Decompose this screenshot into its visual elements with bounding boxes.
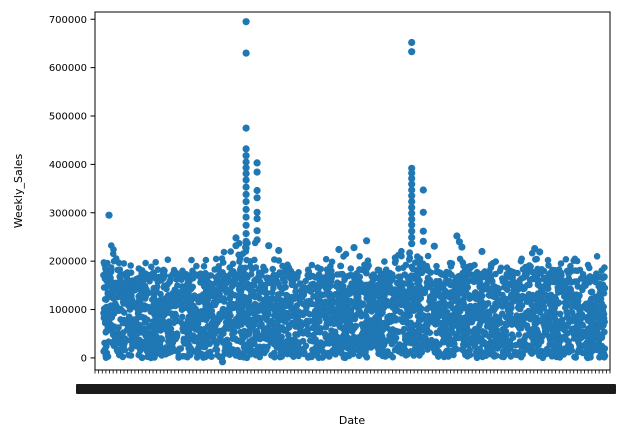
scatter-point [536,248,544,256]
scatter-point [105,211,113,219]
scatter-point [242,176,250,184]
scatter-point [408,174,416,182]
scatter-band-points [100,239,609,362]
scatter-point [363,237,371,245]
y-tick-label: 500000 [49,112,87,123]
y-tick-label: 200000 [49,257,87,268]
y-tick-label: 600000 [49,63,87,74]
scatter-point [242,158,250,166]
scatter-point [408,38,416,47]
scatter-point [242,145,250,153]
scatter-point [242,221,250,229]
scatter-point [242,49,250,57]
scatter-point [253,208,261,216]
scatter-point [242,205,250,213]
scatter-point [478,247,486,256]
scatter-point [430,242,438,250]
scatter-point [265,242,273,250]
scatter-point [242,237,250,245]
scatter-outlier-points [105,18,544,366]
y-axis-label: Weekly_Sales [12,153,25,228]
scatter-point [453,232,461,240]
x-axis-ticks [94,370,611,374]
scatter-point [419,208,427,216]
scatter-point [253,159,261,167]
scatter-point [419,237,427,245]
scatter-point [408,180,416,188]
scatter-point [408,186,416,194]
scatter-point [408,48,416,56]
scatter-point [408,209,416,217]
scatter-point [408,203,416,211]
scatter-point [242,170,250,178]
y-tick-label: 100000 [49,305,87,316]
scatter-point [242,183,250,191]
scatter-point [242,190,250,198]
scatter-point [408,215,416,223]
scatter-point [253,186,261,195]
y-tick-label: 400000 [49,160,87,171]
scatter-point [408,227,416,235]
scatter-point [408,240,416,248]
scatter-point [419,227,427,235]
scatter-point [350,244,358,252]
scatter-point [408,198,416,206]
scatter-point [253,227,261,235]
scatter-point [242,230,250,238]
scatter-point [242,213,250,221]
scatter-point [242,18,250,26]
scatter-point [408,221,416,229]
scatter-point [242,124,250,132]
scatter-point [242,244,250,252]
scatter-point [232,242,240,250]
scatter-point [242,152,250,160]
y-axis-ticks: 0 100000 200000 300000 400000 500000 600000 700… [49,15,95,364]
y-tick-label: 700000 [49,15,87,26]
scatter-point [408,233,416,241]
scatter-point [419,186,427,194]
scatter-point [253,194,261,202]
scatter-point [253,236,261,244]
scatter-point [458,243,466,251]
scatter-point [408,169,416,177]
x-axis-label: Date [339,414,366,427]
scatter-point [335,245,343,254]
y-tick-label: 0 [81,353,87,364]
x-tick-label-smear [76,384,616,394]
y-tick-label: 300000 [49,208,87,219]
scatter-point [232,234,240,242]
scatter-point [275,246,283,255]
scatter-point [218,358,227,366]
scatter-point [242,198,250,206]
scatter-point [253,215,261,223]
scatter-point [242,164,250,172]
scatter-point [408,192,416,200]
scatter-point [253,168,261,176]
